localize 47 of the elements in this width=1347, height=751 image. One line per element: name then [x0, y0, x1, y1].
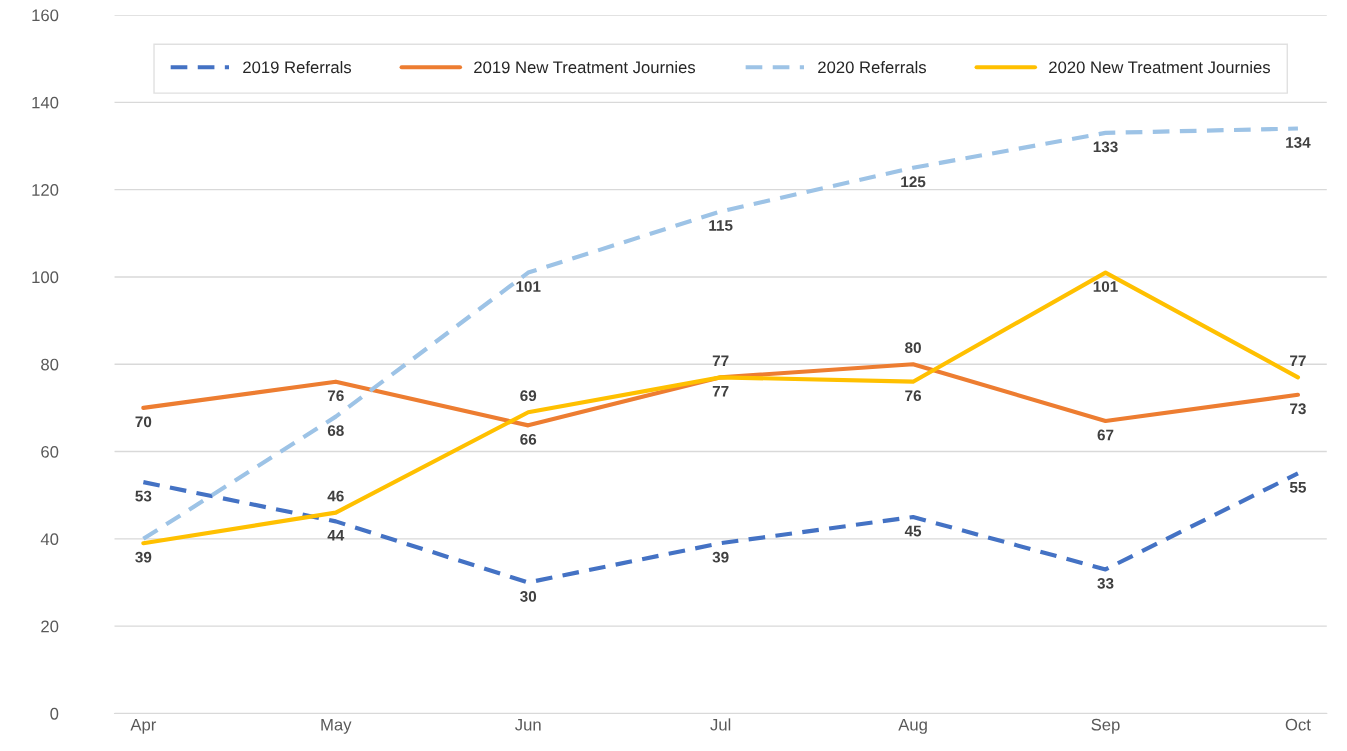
y-tick-label: 120 — [32, 184, 59, 196]
data-label: 39 — [135, 551, 152, 563]
data-label: 30 — [520, 591, 537, 602]
y-tick-label: 40 — [40, 533, 59, 546]
data-label: 77 — [712, 386, 729, 397]
data-label: 67 — [1097, 429, 1114, 441]
x-tick-label: Sep — [1091, 718, 1120, 734]
data-label: 77 — [1290, 355, 1306, 366]
data-label: 53 — [135, 490, 152, 502]
legend-label: 2019 Referrals — [243, 60, 352, 74]
y-tick-label: 80 — [41, 358, 59, 371]
data-label: 133 — [1093, 141, 1118, 153]
data-label: 45 — [904, 525, 922, 537]
y-tick-label: 0 — [50, 707, 59, 720]
data-label: 76 — [905, 390, 922, 402]
data-label: 77 — [712, 355, 729, 366]
x-tick-label: May — [321, 718, 352, 734]
data-label: 46 — [327, 490, 344, 502]
data-label: 33 — [1097, 577, 1114, 589]
data-label: 125 — [901, 176, 926, 188]
data-label: 70 — [135, 416, 152, 428]
y-tick-label: 160 — [32, 9, 59, 22]
data-label: 39 — [712, 551, 729, 563]
y-tick-label: 20 — [41, 620, 59, 633]
x-tick-label: Aug — [898, 718, 927, 734]
data-label: 101 — [516, 281, 541, 292]
x-tick-label: Jul — [710, 718, 731, 731]
legend-label: 2020 Referrals — [818, 60, 927, 74]
data-label: 68 — [327, 425, 344, 436]
x-tick-label: Apr — [130, 718, 157, 734]
data-label: 115 — [709, 220, 733, 231]
x-tick-label: Oct — [1285, 718, 1311, 731]
data-label: 44 — [327, 530, 345, 541]
data-label: 80 — [905, 342, 921, 354]
y-tick-label: 140 — [32, 96, 59, 109]
legend-label: 2019 New Treatment Journies — [474, 60, 696, 74]
x-tick-label: Jun — [515, 718, 541, 731]
data-label: 76 — [327, 390, 344, 402]
data-label: 101 — [1093, 281, 1118, 292]
data-label: 69 — [520, 390, 537, 402]
data-label: 134 — [1286, 137, 1311, 148]
y-tick-label: 60 — [41, 445, 59, 458]
legend-label: 2020 New Treatment Journies — [1049, 60, 1271, 74]
data-label: 55 — [1289, 482, 1306, 493]
data-label: 66 — [520, 433, 537, 445]
y-tick-label: 100 — [32, 271, 59, 284]
data-label: 73 — [1290, 403, 1306, 415]
